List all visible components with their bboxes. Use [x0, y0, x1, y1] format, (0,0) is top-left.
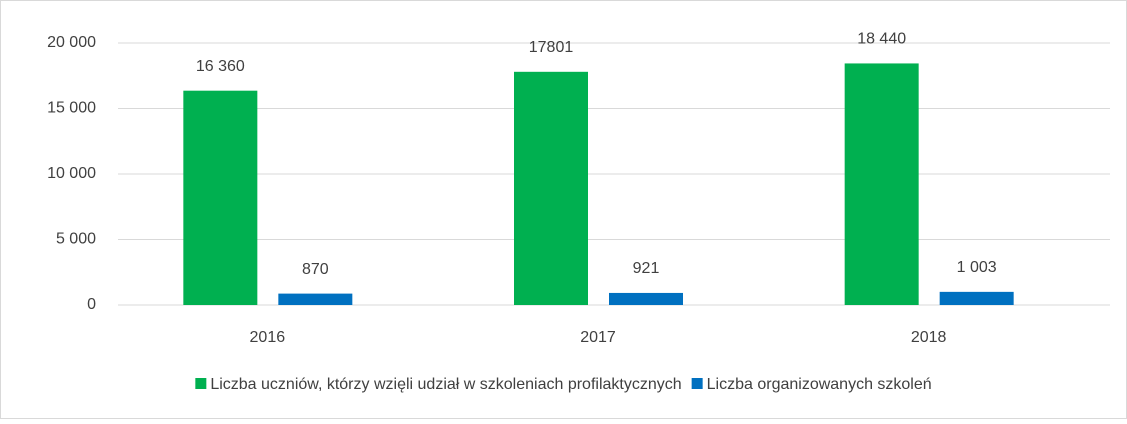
bar	[278, 293, 353, 305]
y-tick-label: 10 000	[47, 165, 96, 182]
legend-swatch	[691, 378, 703, 389]
legend-label: Liczba uczniów, którzy wzięli udział w s…	[210, 376, 681, 393]
legend-label: Liczba organizowanych szkoleń	[707, 376, 932, 393]
bar	[514, 71, 588, 305]
x-tick-label: 2017	[580, 329, 616, 346]
legend-swatch	[195, 378, 207, 389]
bar	[609, 292, 683, 305]
x-tick-label: 2018	[911, 329, 947, 346]
bar	[183, 90, 258, 306]
y-tick-label: 20 000	[47, 34, 96, 51]
bar	[939, 291, 1014, 305]
data-label: 921	[633, 260, 660, 277]
data-label: 1 003	[957, 259, 997, 276]
bar	[844, 63, 919, 305]
y-tick-label: 0	[87, 296, 96, 313]
data-label: 870	[302, 261, 329, 278]
x-tick-label: 2016	[250, 329, 286, 346]
data-label: 17801	[529, 39, 574, 56]
data-label: 16 360	[196, 58, 245, 75]
y-tick-label: 5 000	[56, 231, 96, 248]
y-tick-label: 15 000	[47, 100, 96, 117]
data-label: 18 440	[857, 31, 906, 48]
